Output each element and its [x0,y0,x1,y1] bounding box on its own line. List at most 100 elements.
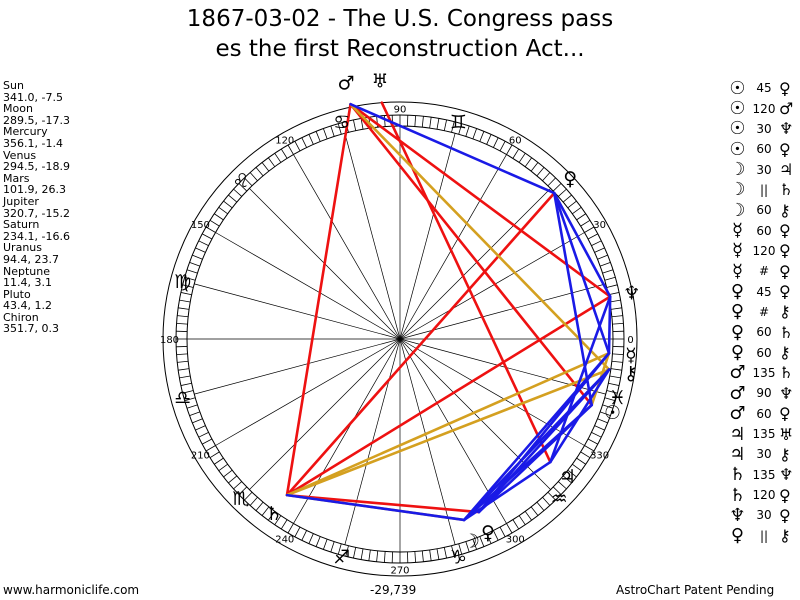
degree-tick [176,322,188,325]
degree-tick [209,219,220,227]
saturn-glyph-icon: ♄ [266,503,283,525]
spoke-line [249,338,401,490]
degree-tick [602,404,614,409]
aspect-row: ♃ 135 ♅ [726,423,799,445]
degree-tick [552,486,562,495]
jupiter-glyph-icon: ♃ [559,466,576,488]
aspect-line [462,460,552,522]
degree-tick [606,284,618,288]
degree-tick [360,118,364,130]
patent-notice: AstroChart Patent Pending [616,583,775,597]
degree-label: 150 [191,220,210,231]
aspect-angle: # [758,304,770,319]
aspect-planet-a-icon: ♃ [729,423,746,445]
zodiac-sign-icon: ♓ [609,387,626,409]
degree-tick [610,307,622,310]
aspect-planet-b-icon: ♀ [779,505,791,525]
aspect-row: ☿ 120 ♀ [726,240,799,261]
degree-tick [238,486,248,495]
aspect-row: ♂ 90 ♆ [726,382,799,404]
degree-tick [594,247,605,253]
aspect-row: ☉ 30 ♆ [726,118,799,139]
degree-tick [600,262,611,267]
degree-tick [228,194,238,203]
degree-tick [186,404,198,409]
aspect-planet-b-icon: ⚷ [779,526,791,546]
degree-tick [368,549,371,561]
spoke-line [215,338,401,446]
aspect-row: ☽ 60 ⚷ [726,199,799,221]
degree-tick [280,148,288,159]
aspect-angle: 60 [756,223,772,238]
degree-tick [214,213,224,221]
aspect-angle: 60 [756,406,772,421]
degree-tick [506,523,513,534]
degree-tick [597,418,608,424]
degree-tick [205,226,216,233]
moon-glyph-icon: ☽ [463,531,480,553]
degree-tick [287,144,294,155]
website-link[interactable]: www.harmoniclife.com [3,583,140,597]
neptune-glyph-icon: ♆ [623,282,640,304]
degree-tick [512,519,520,530]
aspect-row: ☉ 120 ♂ [726,98,799,119]
zodiac-sign-icon: ♎ [174,387,191,409]
degree-tick [458,123,463,135]
degree-tick [233,188,242,197]
aspect-planet-a-icon: ♀ [730,281,745,303]
aspect-planet-b-icon: ♆ [779,465,794,485]
degree-tick [261,162,270,172]
aspect-planet-b-icon: ♀ [779,485,791,505]
aspect-planet-a-icon: ♀ [730,342,745,364]
aspect-planet-b-icon: ♅ [779,424,794,444]
planet-name: Sun [3,79,24,92]
aspect-planet-b-icon: ♀ [779,139,791,159]
aspect-planet-a-icon: ♄ [729,484,746,506]
degree-tick [506,144,513,155]
aspect-angle: 90 [756,386,772,401]
degree-tick [610,368,622,371]
planet-coords: 43.4, 1.2 [3,299,52,313]
aspect-line [462,351,611,522]
degree-tick [499,526,506,537]
aspect-planet-b-icon: ♂ [779,99,794,119]
zodiac-sign-icon: ♍ [174,271,191,293]
degree-tick [604,397,616,402]
degree-tick [294,526,301,537]
degree-tick [443,547,447,559]
degree-tick [597,254,608,260]
aspect-row: ♄ 135 ♆ [726,464,799,485]
degree-tick [214,457,224,465]
degree-tick [572,463,582,471]
aspect-planet-a-icon: ♂ [729,382,746,404]
aspect-row: ☉ 60 ♀ [726,139,799,160]
degree-tick [530,162,539,172]
aspect-line [285,351,611,497]
degree-tick [195,425,206,431]
aspect-angle: # [758,264,770,279]
aspect-planet-a-icon: ☽ [729,199,746,221]
planet-coords: 320.7, -15.2 [3,206,70,220]
aspect-angle: 30 [756,162,772,177]
degree-tick [493,530,499,541]
aspect-line [285,102,352,497]
degree-tick [542,172,551,181]
degree-tick [547,177,556,187]
aspect-planet-b-icon: ⚷ [779,200,791,220]
planet-coords: 351.7, 0.3 [3,322,59,336]
planet-name: Mars [3,171,30,185]
degree-tick [315,536,321,547]
degree-tick [189,411,200,416]
aspect-row: ♆ 30 ♀ [726,505,799,526]
degree-tick [576,457,586,465]
aspect-row: ☽ || ♄ [726,179,799,200]
aspect-line [549,368,611,464]
planet-name: Uranus [3,241,42,255]
degree-tick [524,157,532,167]
aspect-planet-b-icon: ♄ [779,180,794,200]
spoke-line [399,232,585,340]
aspect-angle: 30 [756,447,772,462]
aspect-row: ☿ # ♀ [726,261,799,282]
degree-tick [587,233,598,240]
